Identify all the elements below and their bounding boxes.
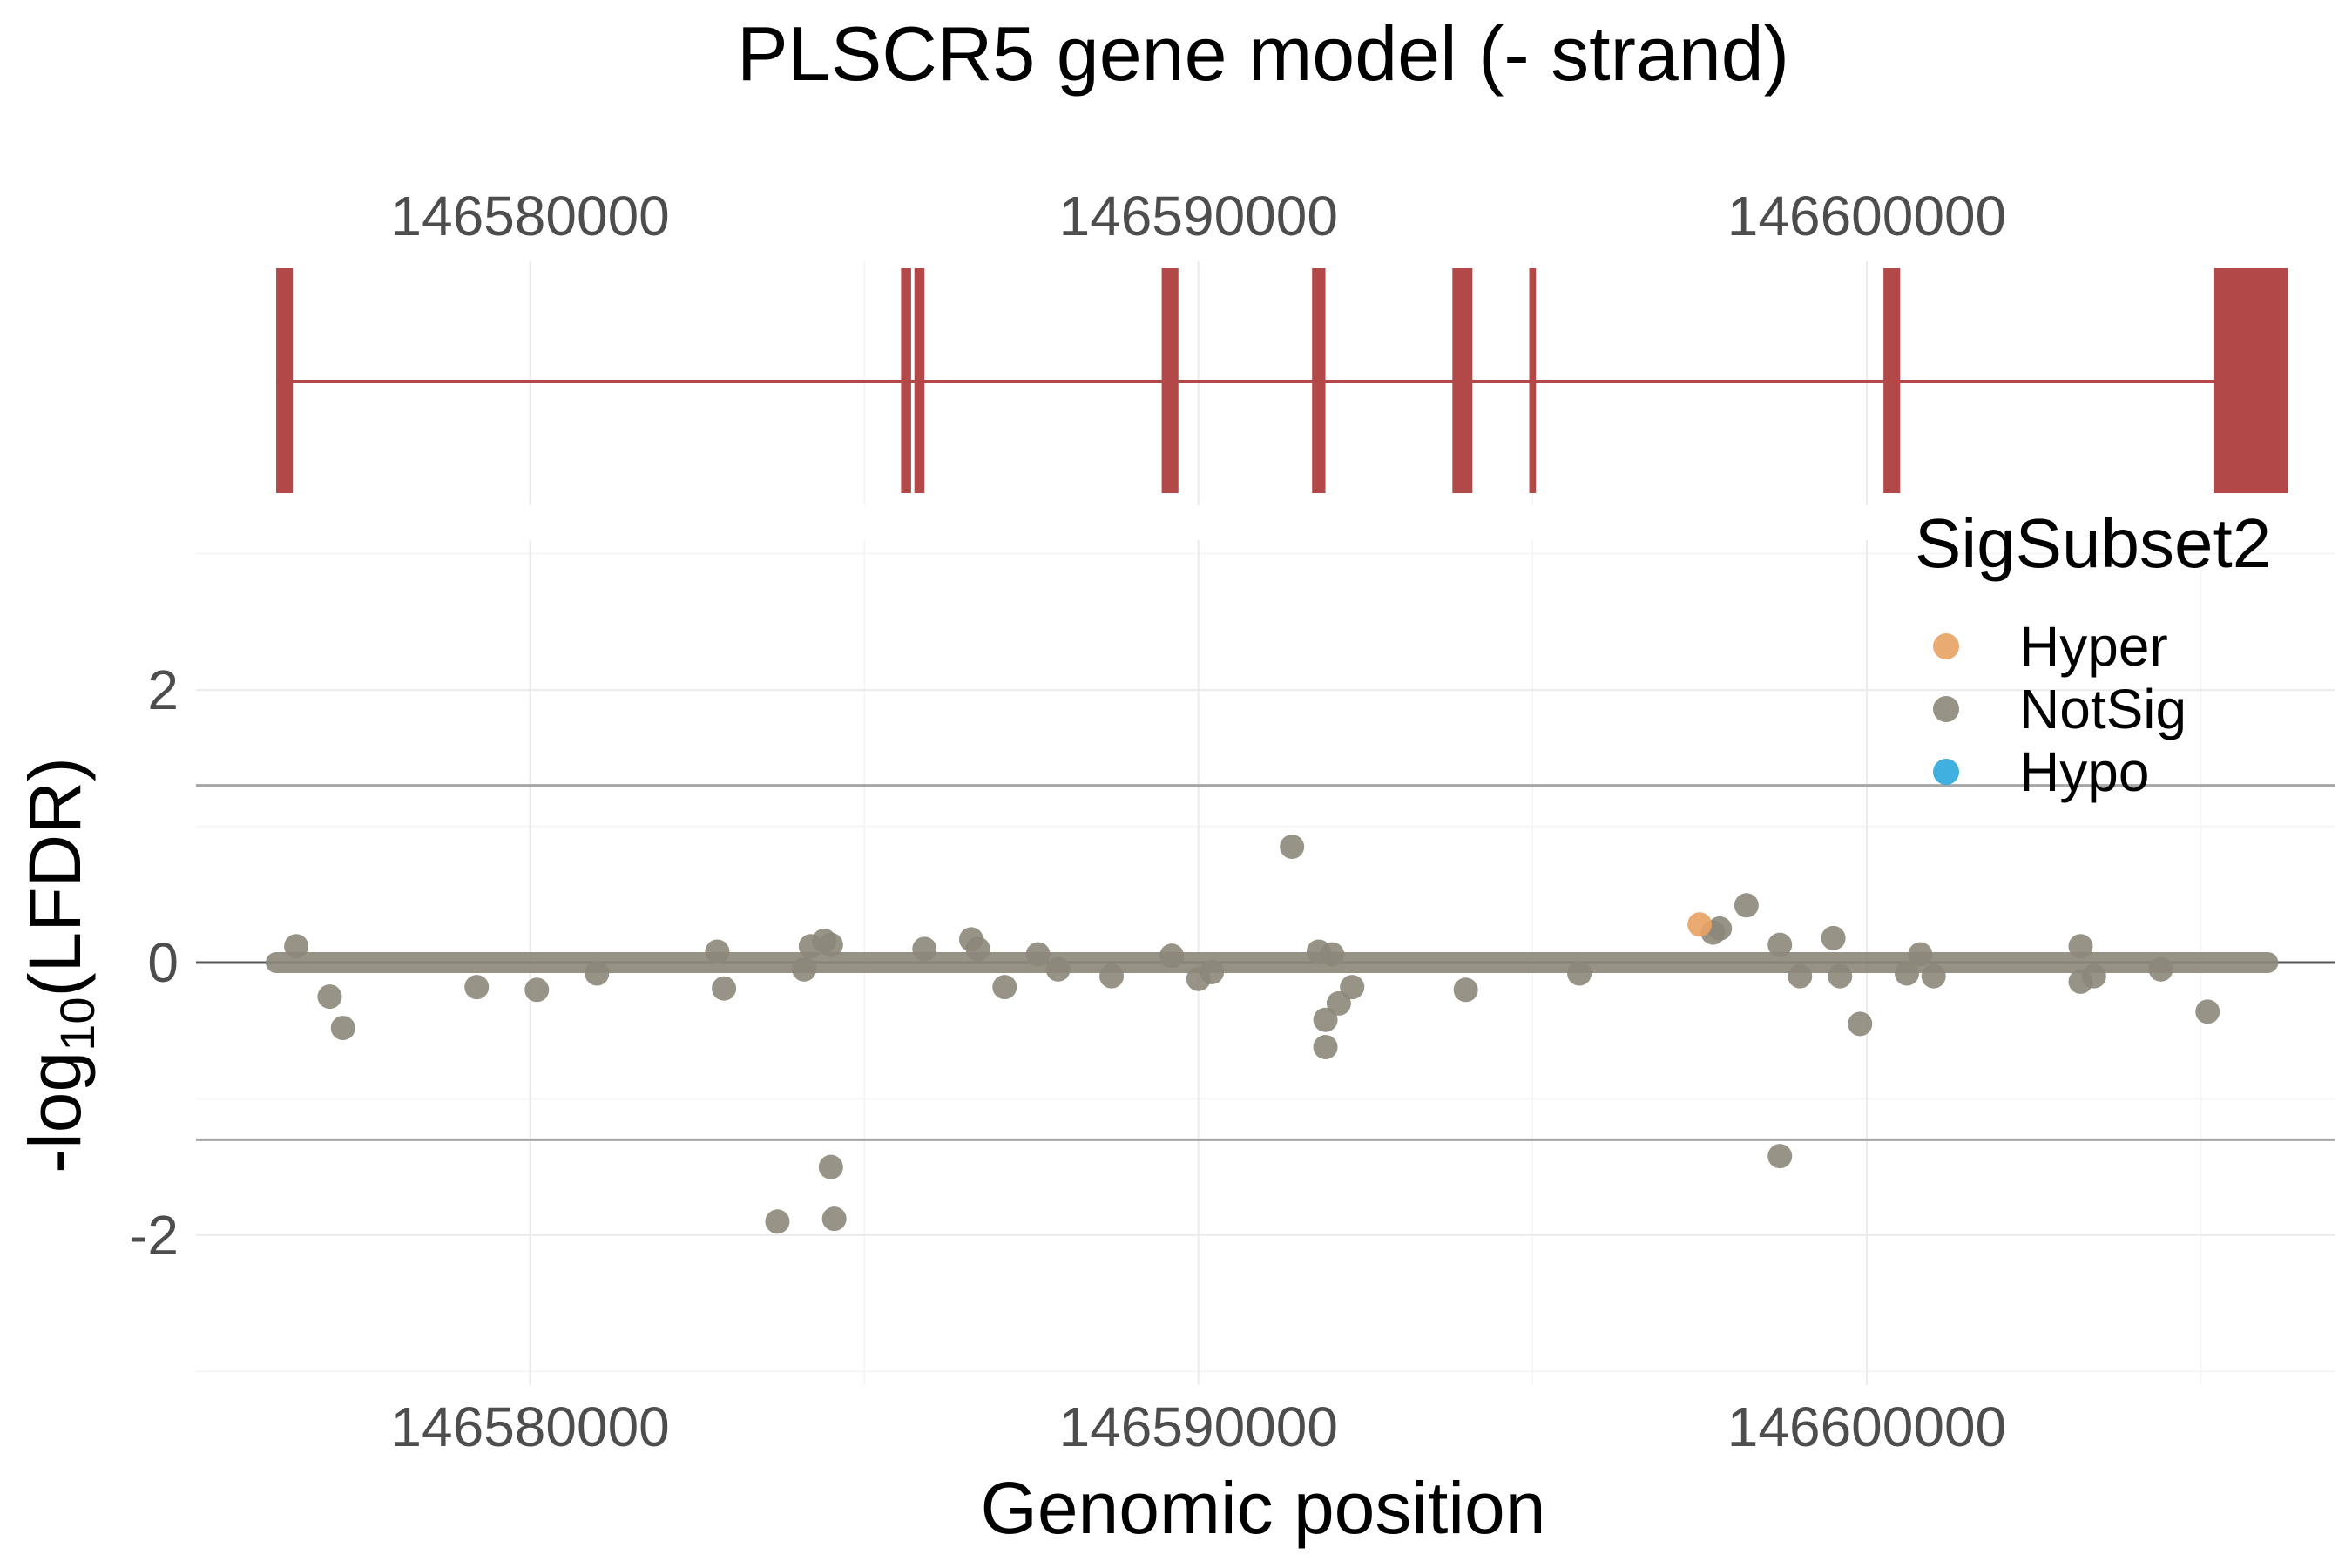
gene-x-tick-label: 146580000 <box>390 185 669 247</box>
legend-key-hyper <box>1933 633 1959 659</box>
exon-block <box>2213 268 2288 493</box>
data-point-notsig <box>1848 1011 1873 1037</box>
data-point-notsig <box>792 956 817 982</box>
data-point-notsig <box>765 1209 790 1234</box>
data-point-notsig <box>1908 942 1933 967</box>
data-point-notsig <box>585 961 610 986</box>
data-point-notsig <box>818 932 843 957</box>
data-point-notsig <box>1045 956 1071 982</box>
y-axis-title: -log10(LFDR) <box>14 757 105 1173</box>
exon-block <box>1452 268 1473 493</box>
data-point-notsig <box>1734 893 1759 918</box>
data-point-notsig <box>818 1154 843 1179</box>
data-point-notsig <box>284 934 309 959</box>
legend-label-notsig: NotSig <box>2019 678 2186 740</box>
data-point-notsig <box>524 977 550 1003</box>
data-point-notsig <box>2068 934 2093 959</box>
y-axis-title-subscript: 10 <box>50 997 105 1051</box>
data-point-notsig <box>912 936 937 962</box>
exon-block <box>1883 268 1901 493</box>
data-point-notsig <box>1280 835 1305 860</box>
exon-block <box>276 268 294 493</box>
data-point-notsig <box>965 936 990 962</box>
gene-x-tick-label: 146600000 <box>1727 185 2006 247</box>
gene-model-title: PLSCR5 gene model (- strand) <box>737 10 1789 97</box>
legend-key-notsig <box>1933 696 1959 722</box>
data-point-notsig <box>1767 932 1793 957</box>
data-point-notsig <box>705 939 730 964</box>
legend-title: SigSubset2 <box>1915 504 2271 582</box>
y-tick-label: 0 <box>147 931 179 994</box>
exon-block <box>1312 268 1326 493</box>
data-point-notsig <box>1828 963 1853 989</box>
exon-block <box>1161 268 1179 493</box>
data-point-notsig <box>1313 1007 1338 1032</box>
exon-block <box>1529 268 1537 493</box>
x-tick-label: 146590000 <box>1059 1396 1338 1458</box>
data-point-notsig <box>1567 961 1592 986</box>
data-point-notsig <box>2148 956 2173 982</box>
scatter-panel: 2 0 -2 146580000 146590000 146600000 <box>129 540 2335 1458</box>
data-point-notsig <box>317 984 342 1010</box>
exon-block <box>914 268 925 493</box>
data-point-notsig <box>1821 925 1846 950</box>
x-axis-title: Genomic position <box>981 1467 1546 1549</box>
data-point-notsig <box>1159 943 1185 969</box>
y-tick-label: 2 <box>147 659 179 721</box>
data-point-notsig <box>2195 999 2220 1024</box>
data-point-notsig <box>712 976 737 1001</box>
legend-label-hypo: Hypo <box>2019 740 2149 803</box>
x-tick-label: 146580000 <box>390 1396 669 1458</box>
data-point-notsig <box>821 1206 847 1232</box>
data-point-hyper <box>1687 912 1713 937</box>
gene-model-panel: 146580000 146590000 146600000 <box>276 185 2288 505</box>
y-tick-label: -2 <box>129 1204 179 1267</box>
data-point-notsig <box>1099 963 1125 989</box>
data-point-notsig <box>1340 975 1365 1000</box>
data-point-notsig <box>1200 959 1225 984</box>
data-point-notsig <box>1767 1144 1793 1169</box>
gene-x-tick-label: 146590000 <box>1059 185 1338 247</box>
data-point-notsig <box>1313 1035 1338 1059</box>
data-point-notsig <box>1707 916 1733 941</box>
data-point-notsig <box>992 975 1017 1000</box>
data-point-notsig <box>330 1016 355 1041</box>
data-point-notsig <box>1895 961 1919 986</box>
data-point-notsig <box>2081 963 2106 989</box>
legend-label-hyper: Hyper <box>2019 615 2168 678</box>
y-axis-title-tail: (LFDR) <box>14 757 96 997</box>
exon-block <box>901 268 911 493</box>
y-axis-title-main: -log <box>14 1051 96 1173</box>
data-point-notsig <box>1921 963 1946 989</box>
data-point-notsig <box>1326 990 1351 1016</box>
legend-key-hypo <box>1933 759 1959 785</box>
x-tick-label: 146600000 <box>1727 1396 2006 1458</box>
data-point-notsig <box>1788 963 1813 989</box>
data-point-notsig <box>464 975 490 1000</box>
data-point-notsig <box>1320 942 1345 967</box>
data-point-notsig <box>1453 977 1478 1003</box>
data-point-notsig <box>1025 942 1051 967</box>
